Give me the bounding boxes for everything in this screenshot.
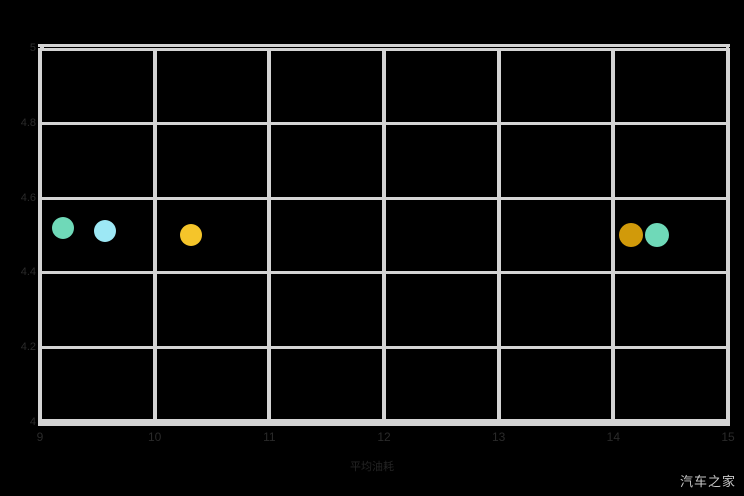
x-tick-label: 14 [606, 430, 620, 444]
gridline-horizontal [40, 48, 728, 51]
gridline-horizontal [40, 419, 728, 422]
y-tick-label: 4.8 [20, 116, 36, 129]
y-axis-ticks: 5 4.8 4.6 4.4 4.2 4 [0, 0, 36, 496]
gridline-horizontal [40, 346, 728, 350]
x-axis-ticks: 9 10 11 12 13 14 15 [0, 430, 744, 450]
x-tick-label: 12 [377, 430, 391, 444]
y-tick-label: 5 [29, 42, 36, 54]
gridline-vertical [611, 48, 616, 422]
gridline-vertical [267, 48, 272, 422]
x-tick-label: 15 [721, 430, 735, 444]
gridline-vertical [726, 48, 730, 422]
data-point-marker[interactable] [180, 224, 203, 246]
gridline-vertical [382, 48, 386, 422]
plot-area [38, 48, 730, 422]
gridline-vertical [496, 48, 501, 422]
data-point-marker[interactable] [94, 220, 117, 243]
gridline-vertical [38, 48, 42, 422]
y-tick-label: 4.6 [20, 191, 36, 204]
watermark: 汽车之家 [679, 474, 736, 489]
y-tick-label: 4.4 [20, 266, 36, 279]
gridline-horizontal [40, 271, 728, 275]
gridline-horizontal [40, 196, 728, 200]
data-point-marker[interactable] [618, 223, 643, 247]
axis-line-bottom [38, 422, 730, 426]
x-axis-title: 平均油耗 [350, 461, 394, 473]
x-tick-label: 9 [36, 430, 44, 444]
x-tick-label: 10 [147, 430, 162, 444]
data-point-marker[interactable] [644, 223, 669, 247]
gridline-horizontal [40, 121, 728, 125]
y-tick-label: 4 [29, 416, 36, 428]
x-tick-label: 13 [491, 430, 506, 444]
data-point-marker[interactable] [51, 216, 74, 239]
x-tick-label: 11 [263, 430, 276, 444]
axis-line-top [38, 44, 730, 47]
y-tick-label: 4.2 [20, 341, 36, 354]
gridline-vertical [152, 48, 157, 422]
